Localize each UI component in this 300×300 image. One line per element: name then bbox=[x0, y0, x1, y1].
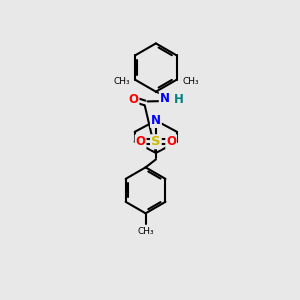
Text: S: S bbox=[151, 135, 161, 148]
Text: CH₃: CH₃ bbox=[137, 227, 154, 236]
Text: CH₃: CH₃ bbox=[182, 76, 199, 85]
Text: O: O bbox=[166, 135, 176, 148]
Text: N: N bbox=[151, 114, 161, 127]
Text: H: H bbox=[174, 93, 183, 106]
Text: N: N bbox=[160, 92, 170, 105]
Text: O: O bbox=[128, 93, 139, 106]
Text: O: O bbox=[136, 135, 146, 148]
Text: CH₃: CH₃ bbox=[113, 76, 130, 85]
